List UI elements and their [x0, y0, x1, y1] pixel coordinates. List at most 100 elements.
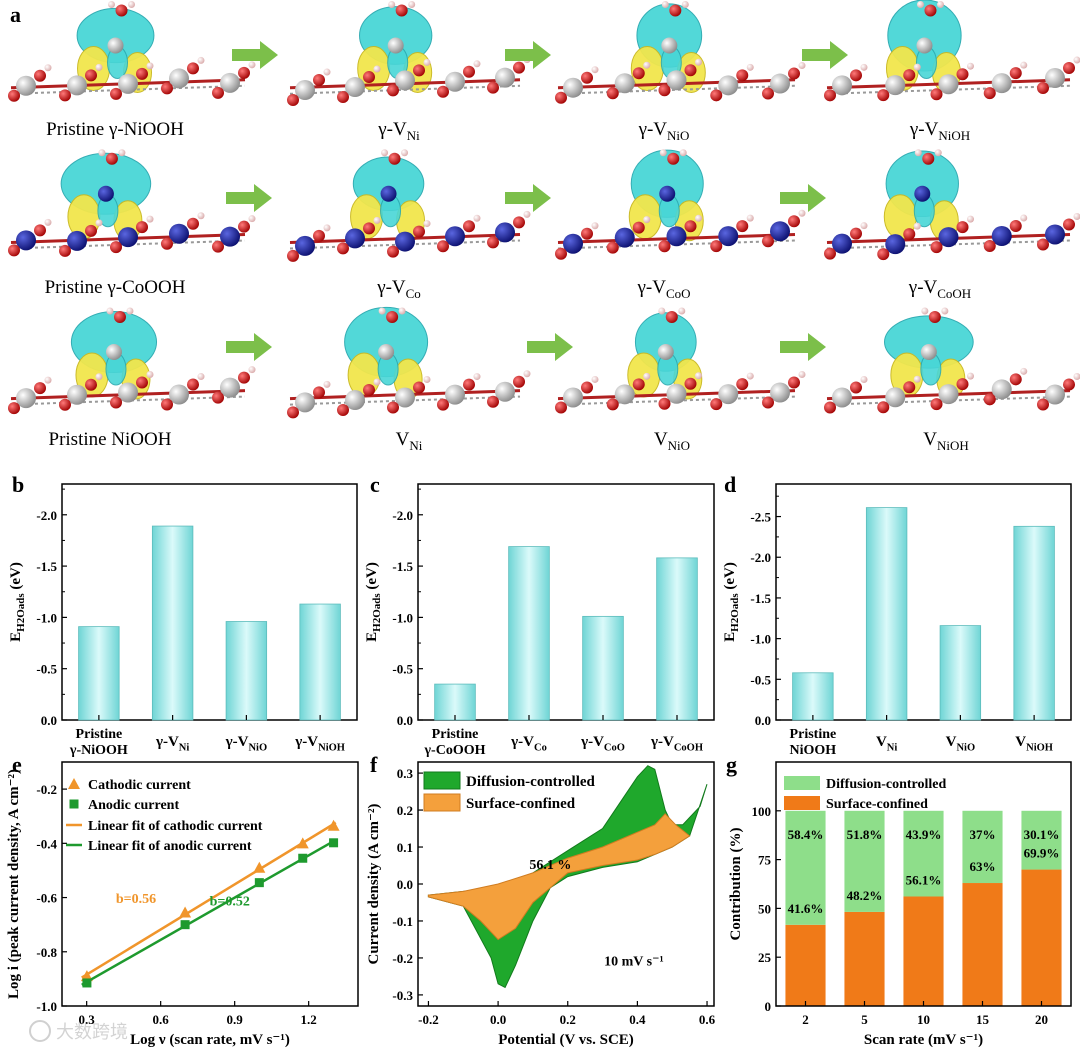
x-tick-label: 2 — [802, 1012, 809, 1027]
bar — [656, 557, 698, 721]
o-atom — [710, 398, 723, 411]
diffusion-value-label: 58.4% — [788, 827, 824, 842]
h-atom — [967, 372, 974, 380]
y-axis-label: EH2Oads (eV) — [8, 562, 27, 642]
anodic-point — [180, 920, 190, 930]
cathodic-point — [179, 906, 192, 918]
y-axis-label: Log i (peak current density, A cm⁻²) — [6, 769, 22, 999]
h-atom — [523, 210, 531, 218]
o-atom — [983, 240, 996, 253]
h-atom — [523, 370, 531, 378]
ni-atom — [666, 383, 687, 404]
cathodic-point — [253, 861, 266, 873]
structure-image-8 — [824, 149, 1080, 261]
h-atom — [323, 380, 331, 388]
h-atom — [1073, 212, 1080, 220]
o-atom — [287, 406, 299, 419]
y-tick-label: -1.5 — [750, 591, 771, 606]
structure-image-6 — [287, 149, 531, 262]
panel-a: a Pristine γ-NiOOH γ-VNi γ-VNiO γ-VNiOH … — [8, 0, 1080, 453]
ni-atom — [495, 381, 515, 402]
o-atom — [1063, 218, 1075, 231]
o-atom — [669, 4, 682, 17]
ni-atom — [67, 75, 87, 96]
h-atom — [934, 149, 942, 157]
x-tick-label: Pristine — [76, 727, 123, 742]
o-atom — [1009, 373, 1022, 386]
ni-atom — [445, 384, 465, 405]
o-atom — [59, 244, 71, 257]
h-atom — [197, 212, 205, 220]
o-atom — [736, 378, 749, 391]
ni-atom — [991, 379, 1012, 400]
percent-annotation: 56.1 % — [529, 858, 571, 873]
h-atom — [1073, 56, 1080, 64]
scan-rate-annotation: 10 mV s⁻¹ — [604, 954, 664, 969]
y-tick-label: -0.1 — [392, 914, 413, 929]
slope-label: b=0.52 — [210, 895, 250, 910]
y-tick-label: -2.0 — [750, 550, 771, 565]
x-tick-label: γ-NiOOH — [69, 743, 128, 758]
o-atom — [487, 395, 499, 408]
h-atom — [1020, 367, 1028, 375]
h-atom — [98, 149, 106, 157]
h-atom — [95, 63, 103, 71]
o-atom — [387, 84, 399, 97]
legend-surface-swatch — [423, 793, 461, 812]
co-atom — [885, 234, 906, 255]
h-atom — [921, 307, 929, 315]
o-atom — [363, 222, 375, 235]
caption-pristine-gamma-niooh: Pristine γ-NiOOH — [46, 119, 184, 140]
o-atom — [363, 71, 375, 84]
h-atom — [1020, 214, 1028, 222]
o-atom — [606, 87, 619, 100]
h-atom — [197, 56, 205, 64]
h-atom — [146, 62, 154, 70]
arrow-icon — [226, 184, 272, 212]
watermark: 大数跨境 — [29, 1020, 128, 1043]
ni-atom — [387, 37, 404, 54]
o-atom — [555, 247, 567, 260]
panel-letter-e: e — [12, 752, 22, 777]
o-atom — [136, 376, 148, 389]
plot-frame — [775, 483, 1072, 721]
o-atom — [8, 244, 20, 257]
o-atom — [824, 89, 836, 102]
diffusion-value-label: 51.8% — [847, 827, 883, 842]
ni-atom — [885, 75, 906, 96]
o-atom — [632, 221, 645, 234]
ni-atom — [345, 77, 365, 98]
y-tick-label: -0.2 — [36, 782, 57, 797]
o-atom — [85, 69, 97, 82]
x-tick-label: γ-VCoO — [580, 734, 625, 754]
x-tick-label: 1.2 — [301, 1012, 317, 1027]
o-atom — [161, 398, 173, 411]
h-atom — [108, 1, 116, 8]
bar — [299, 603, 341, 721]
o-atom — [667, 152, 680, 165]
y-tick-label: -0.2 — [392, 951, 413, 966]
o-atom — [850, 227, 862, 240]
h-atom — [936, 1, 944, 8]
o-atom — [762, 87, 774, 100]
structure-image-3 — [555, 1, 806, 104]
y-tick-label: 0.1 — [397, 840, 413, 855]
h-atom — [695, 214, 702, 222]
x-tick-label: Pristine — [432, 727, 479, 742]
o-atom — [110, 241, 122, 254]
structure-images — [8, 0, 1080, 419]
x-tick-label: Pristine — [790, 727, 837, 742]
co-atom — [659, 185, 676, 202]
h-atom — [423, 58, 431, 66]
h-atom — [1073, 373, 1080, 381]
o-atom — [736, 220, 749, 233]
h-atom — [378, 307, 386, 315]
o-atom — [463, 220, 475, 233]
h-atom — [916, 1, 924, 8]
ni-atom — [614, 73, 635, 94]
h-atom — [661, 1, 669, 8]
o-atom — [387, 401, 399, 414]
